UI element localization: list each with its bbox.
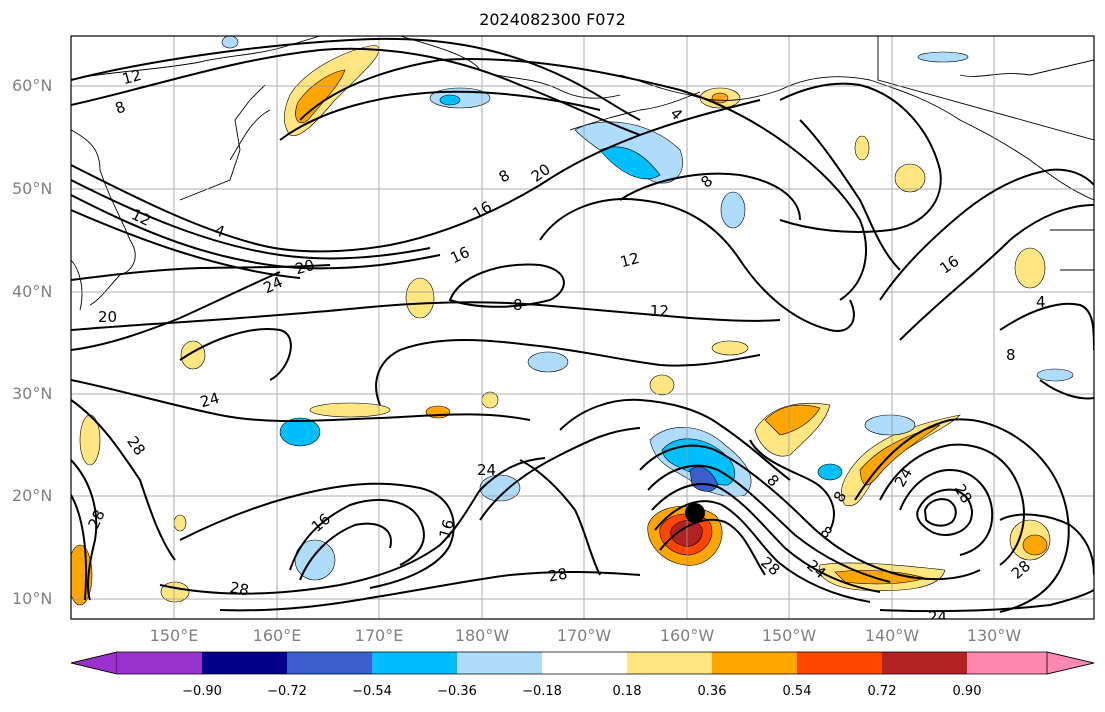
contour-label: 8 <box>513 296 523 314</box>
contour-label: 8 <box>113 98 128 118</box>
lat-label: 40°N <box>12 282 53 301</box>
contour-label: 24 <box>891 465 916 491</box>
lon-label: 150°W <box>761 626 817 645</box>
colorbar-tick: −0.90 <box>182 684 222 699</box>
coastlines <box>71 36 1094 311</box>
lat-label: 20°N <box>12 486 53 505</box>
colorbar-extend-right <box>1046 651 1095 675</box>
contour-lines <box>71 37 1094 613</box>
lat-label: 50°N <box>12 179 53 198</box>
colorbar <box>70 651 1095 675</box>
colorbar-tick: 0.18 <box>612 684 642 699</box>
colorbar-tick: 0.90 <box>952 684 982 699</box>
contour-label: 4 <box>212 221 227 241</box>
contour-label: 28 <box>547 565 569 586</box>
contour-label: 16 <box>448 243 473 267</box>
contour-label: 8 <box>1006 346 1016 364</box>
contour-label: 8 <box>817 522 836 542</box>
contour-label: 24 <box>928 608 947 626</box>
colorbar-segment <box>882 652 967 674</box>
lat-label: 30°N <box>12 384 53 403</box>
contour-label: 28 <box>1008 557 1034 583</box>
contour-label: 20 <box>528 160 554 186</box>
colorbar-extend-left <box>70 651 118 675</box>
lon-label: 140°W <box>864 626 920 645</box>
contour-label: 20 <box>98 308 117 326</box>
lon-label: 130°W <box>966 626 1022 645</box>
contour-label: 16 <box>436 517 458 540</box>
contour-label-group: 12 8 4 12 20 24 20 16 16 12 8 12 8 4 8 1… <box>84 66 1046 626</box>
lon-label: 160°E <box>252 626 302 645</box>
contour-label: 8 <box>496 166 513 186</box>
contour-label: 28 <box>84 507 108 532</box>
lon-label: 160°W <box>659 626 715 645</box>
shading-layer <box>71 36 1074 606</box>
storm-center-marker <box>685 503 705 523</box>
colorbar-segment <box>797 652 882 674</box>
lat-label: 10°N <box>12 589 53 608</box>
colorbar-segment <box>287 652 372 674</box>
colorbar-tick: −0.36 <box>437 684 477 699</box>
contour-label: 28 <box>228 578 250 599</box>
colorbar-segment <box>117 652 202 674</box>
contour-label: 28 <box>950 481 975 507</box>
colorbar-segment <box>202 652 287 674</box>
colorbar-segment <box>542 652 627 674</box>
lat-label: 60°N <box>12 76 53 95</box>
colorbar-segment <box>372 652 457 674</box>
colorbar-tick: 0.54 <box>782 684 812 699</box>
contour-label: 8 <box>763 471 782 490</box>
colorbar-segment <box>627 652 712 674</box>
map-title: 2024082300 F072 <box>479 10 626 29</box>
colorbar-tick: −0.18 <box>522 684 562 699</box>
contour-label: 24 <box>198 389 221 411</box>
contour-label: 12 <box>618 249 641 271</box>
colorbar-tick: 0.36 <box>697 684 727 699</box>
lon-label: 170°E <box>354 626 404 645</box>
colorbar-tick: −0.72 <box>267 684 307 699</box>
gridlines <box>71 36 1094 619</box>
contour-label: 4 <box>1036 293 1046 311</box>
contour-label: 12 <box>650 302 669 320</box>
map-frame <box>70 35 1095 620</box>
contour-label: 28 <box>123 433 149 459</box>
contour-label: 12 <box>120 66 143 88</box>
lon-label: 180°W <box>454 626 510 645</box>
colorbar-segment <box>457 652 542 674</box>
lon-label: 150°E <box>149 626 199 645</box>
colorbar-segment <box>712 652 797 674</box>
contour-label: 16 <box>936 252 962 278</box>
contour-label: 24 <box>477 461 496 479</box>
colorbar-segment <box>967 652 1047 674</box>
colorbar-tick: −0.54 <box>352 684 392 699</box>
colorbar-tick: 0.72 <box>867 684 897 699</box>
contour-label: 28 <box>757 553 783 579</box>
lon-label: 170°W <box>556 626 612 645</box>
contour-label: 20 <box>293 256 316 278</box>
